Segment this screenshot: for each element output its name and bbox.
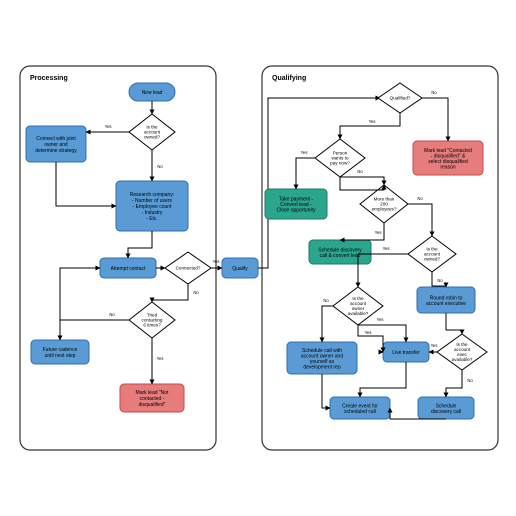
svg-text:No: No <box>323 298 329 303</box>
edge <box>340 113 400 139</box>
edge <box>56 162 116 206</box>
svg-text:Yes: Yes <box>301 150 308 155</box>
svg-text:Yes: Yes <box>365 330 372 335</box>
edge <box>446 313 462 334</box>
svg-text:Yes: Yes <box>213 259 220 264</box>
svg-text:Mark lead "Notcontacted -disqu: Mark lead "Notcontacted -disqualified" <box>136 390 170 408</box>
svg-text:Round robin toaccount executiv: Round robin toaccount executive <box>426 295 466 307</box>
svg-text:No: No <box>193 290 199 295</box>
svg-text:Future cadenceuntil next step: Future cadenceuntil next step <box>43 347 78 359</box>
svg-text:Take payment -Convert lead -Cl: Take payment -Convert lead -Close opport… <box>277 197 316 214</box>
edge <box>340 177 384 190</box>
edge <box>360 362 406 397</box>
svg-text:Create event forscheduled call: Create event forscheduled call <box>342 403 378 415</box>
svg-text:Qualify: Qualify <box>232 266 248 272</box>
panel-title-processing: Processing <box>30 75 68 82</box>
svg-text:No: No <box>357 169 363 174</box>
edge <box>296 158 315 189</box>
svg-text:Qualified?: Qualified? <box>390 96 411 101</box>
edge <box>340 177 384 185</box>
edge <box>322 374 330 408</box>
edge <box>152 284 188 302</box>
svg-text:Live transfer: Live transfer <box>392 350 420 356</box>
svg-text:Yes: Yes <box>383 246 390 251</box>
edge <box>60 320 129 340</box>
svg-text:Schedule call withaccount owne: Schedule call withaccount owner andyours… <box>301 348 343 371</box>
edge <box>60 268 100 340</box>
svg-text:No: No <box>109 312 115 317</box>
edge <box>422 98 448 141</box>
svg-text:Yes: Yes <box>375 230 382 235</box>
svg-text:Yes: Yes <box>105 124 112 129</box>
edge <box>128 231 152 258</box>
svg-text:No: No <box>431 90 437 95</box>
edge <box>408 204 432 236</box>
svg-text:New lead: New lead <box>142 90 163 96</box>
svg-text:Yes: Yes <box>369 119 376 124</box>
svg-text:No: No <box>157 164 163 169</box>
svg-text:No: No <box>467 378 473 383</box>
svg-text:Schedule discoverycall & conve: Schedule discoverycall & convert lead <box>318 247 362 259</box>
edge <box>446 370 462 397</box>
panel-title-qualifying: Qualifying <box>272 75 306 82</box>
flowchart: ProcessingQualifyingNew leadIs theaccoun… <box>0 0 516 516</box>
svg-text:Yes: Yes <box>431 343 438 348</box>
svg-text:No: No <box>417 196 423 201</box>
svg-text:No: No <box>437 278 443 283</box>
svg-text:Attempt contact: Attempt contact <box>111 266 146 272</box>
panel-qualifying <box>262 66 498 450</box>
edge <box>322 306 333 342</box>
svg-text:Yes: Yes <box>377 317 384 322</box>
svg-text:Yes: Yes <box>157 356 164 361</box>
svg-text:Connected?: Connected? <box>176 266 201 271</box>
svg-text:Personwants topay now?: Personwants topay now? <box>330 151 350 166</box>
